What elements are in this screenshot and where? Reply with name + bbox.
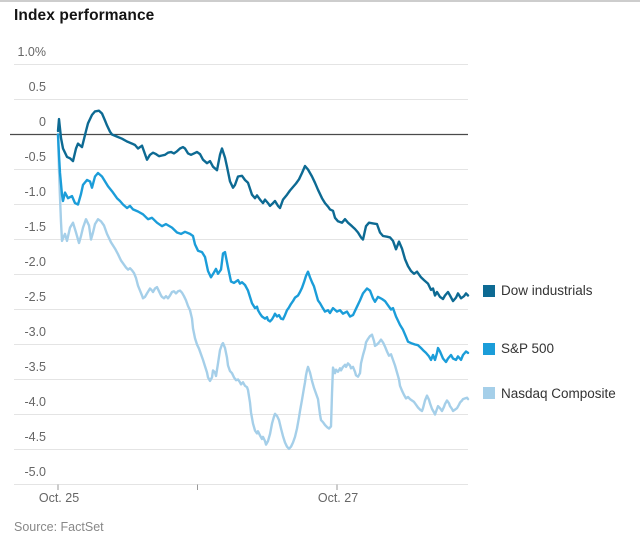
y-axis-tick-label: -3.0 [24, 324, 46, 339]
y-axis-tick-label: -1.0 [24, 184, 46, 199]
series-line-s-p-500 [56, 133, 470, 364]
y-axis-tick-label: -0.5 [24, 149, 46, 164]
chart-title: Index performance [14, 7, 155, 24]
y-axis-tick-label: 0 [39, 114, 46, 129]
y-axis-tick-label: 1.0% [17, 44, 47, 59]
x-axis-tick-label: Oct. 27 [317, 491, 359, 505]
y-axis-tick-label: 0.5 [28, 79, 46, 94]
legend-label: Dow industrials [501, 283, 593, 298]
series-line-nasdaq-composite [56, 133, 470, 450]
top-border-rule [0, 0, 640, 2]
y-axis-tick-label: -2.5 [24, 289, 46, 304]
legend-item: Dow industrials [483, 282, 593, 300]
y-axis-tick-label: -4.0 [24, 394, 46, 409]
y-axis-tick-label: -4.5 [24, 429, 46, 444]
legend-label: Nasdaq Composite [501, 385, 616, 401]
y-axis-tick-label: -3.5 [24, 359, 46, 374]
x-axis-tick-label: Oct. 25 [38, 491, 80, 505]
legend-item: S&P 500 [483, 340, 554, 358]
legend-label: S&P 500 [501, 341, 555, 356]
legend-item: Nasdaq Composite [483, 384, 616, 402]
source-note: Source: FactSet [14, 520, 104, 534]
legend-swatch-icon [483, 387, 495, 399]
y-axis-tick-label: -1.5 [24, 219, 46, 234]
y-axis-tick-label: -2.0 [24, 254, 46, 269]
legend-swatch-icon [483, 342, 495, 355]
series-line-dow-industrials [56, 109, 470, 303]
y-axis-tick-label: -5.0 [24, 464, 46, 479]
legend-swatch-icon [483, 284, 495, 297]
